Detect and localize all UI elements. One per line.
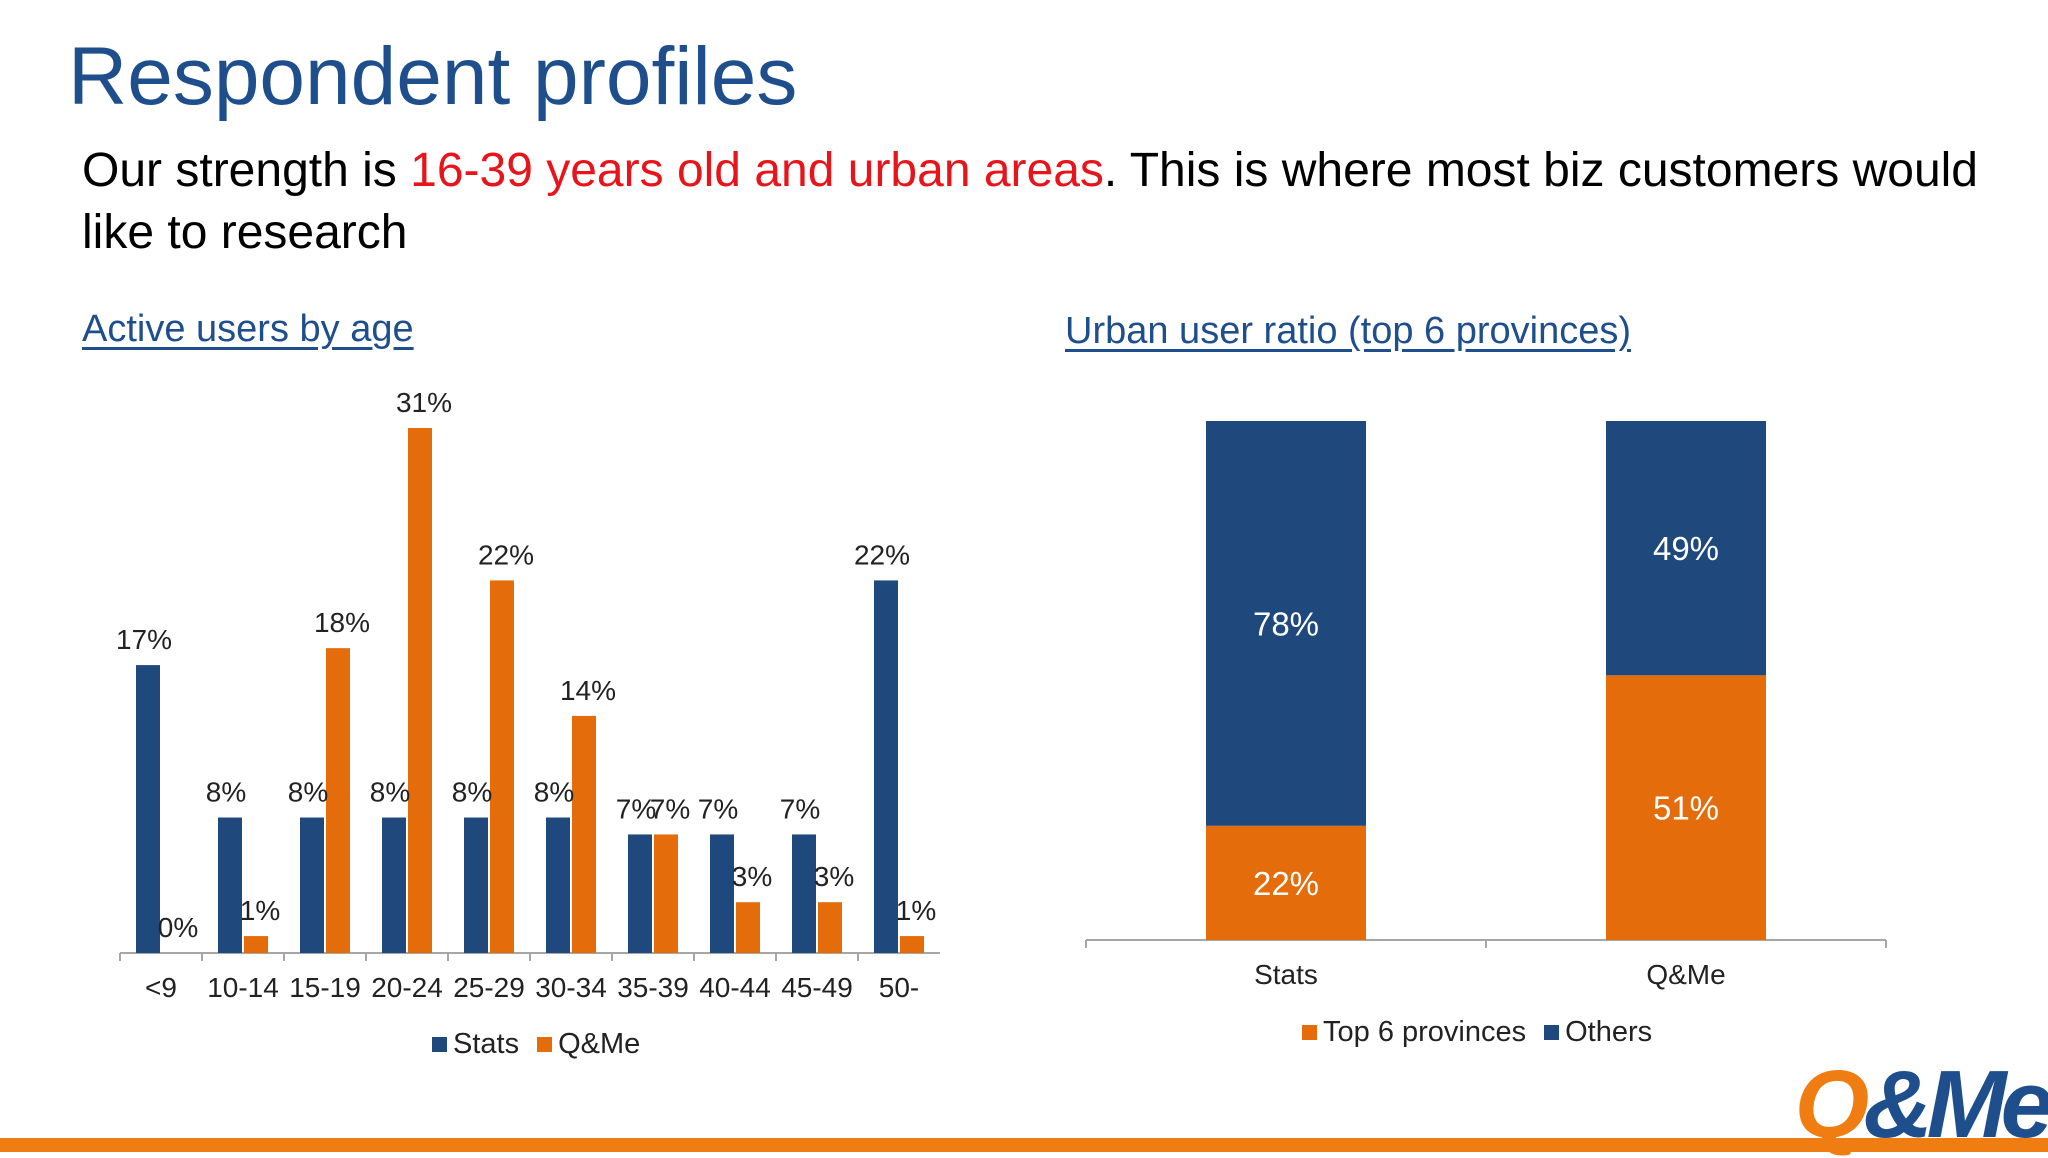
urban-chart-bar-others-label: 49% [1653,530,1719,567]
age-chart-bar-qme [490,580,514,953]
age-chart-category-label: 35-39 [617,972,689,1003]
age-chart-legend: Stats Q&Me [432,1028,640,1061]
age-chart-bar-qme [326,648,350,953]
subtitle-highlight: 16-39 years old and urban areas [410,144,1104,197]
subtitle-text-end: . This is where most biz customers would… [82,144,1978,259]
urban-chart-bar-top6-label: 22% [1253,865,1319,902]
age-chart-category-label: 25-29 [453,972,525,1003]
urban-chart-bar-others [1206,421,1366,826]
legend-swatch-qme [537,1037,553,1052]
urban-chart-title: Urban user ratio (top 6 provinces) [1065,310,1632,352]
legend-label-top6: Top 6 provinces [1323,1016,1527,1048]
legend-item-top6: Top 6 provinces [1302,1016,1526,1049]
age-chart-label-qme: 1% [240,895,280,926]
urban-chart-bar-top6-label: 51% [1653,790,1719,827]
urban-chart-bar-top6 [1206,825,1366,940]
age-chart-label-stats: 22% [854,539,910,570]
subtitle-text-start: Our strength is [82,144,411,197]
legend-swatch-stats [432,1037,447,1052]
age-chart-category-label: 45-49 [781,972,853,1003]
age-chart-category-label: 40-44 [699,972,771,1003]
legend-item-others: Others [1544,1016,1652,1049]
age-chart-bar-stats [464,817,488,953]
age-chart-bar-stats [300,817,324,953]
age-chart-label-qme: 22% [478,539,534,570]
legend-label-stats: Stats [453,1028,520,1060]
age-chart-label-qme: 18% [314,607,370,638]
age-chart-label-stats: 8% [534,777,574,808]
qme-logo: Q&Me [1795,1057,2048,1153]
slide-subtitle: Our strength is 16-39 years old and urba… [82,140,1982,264]
age-chart-category-label: 15-19 [289,972,361,1003]
age-chart-label-stats: 8% [452,777,492,808]
age-chart-category-label: 10-14 [207,972,279,1003]
age-chart-title: Active users by age [82,308,414,350]
age-chart-label-qme: 14% [560,675,616,706]
age-chart-label-qme: 7% [650,793,690,824]
age-chart-category-label: 20-24 [371,972,443,1003]
age-chart-bar-qme [818,902,842,953]
age-chart-label-qme: 1% [896,895,936,926]
legend-label-others: Others [1565,1016,1653,1048]
age-chart-category-label: <9 [145,972,177,1003]
legend-item-stats: Stats [432,1028,519,1061]
age-chart-label-stats: 8% [206,777,246,808]
age-chart-category-label: 30-34 [535,972,607,1003]
urban-chart-bar-top6 [1606,675,1766,940]
age-chart-label-qme: 0% [158,912,198,943]
logo-me: &Me [1863,1051,2048,1158]
age-chart-label-stats: 7% [616,793,656,824]
slide-title: Respondent profiles [68,31,798,122]
age-chart-bar-qme [244,936,268,953]
age-chart-bar-stats [710,834,734,953]
logo-q: Q [1794,1051,1870,1158]
age-chart-bar-stats [874,580,898,953]
age-chart-bar-qme [654,834,678,953]
age-chart-bar-stats [382,817,406,953]
urban-chart-category-label: Stats [1254,959,1318,990]
legend-label-qme: Q&Me [558,1028,641,1060]
age-chart-bar-qme [408,428,432,953]
age-chart-bar-stats [628,834,652,953]
urban-chart-category-label: Q&Me [1646,959,1725,990]
age-chart-label-qme: 3% [732,861,772,892]
age-chart-category-label: 50- [879,972,919,1003]
age-chart-label-stats: 8% [370,777,410,808]
age-chart-bar-qme [572,715,596,953]
age-chart-bar-stats [792,834,816,953]
age-chart-bar-qme [736,902,760,953]
age-chart-label-stats: 7% [780,793,820,824]
urban-chart-legend: Top 6 provinces Others [1302,1016,1652,1049]
age-chart-label-stats: 17% [116,624,172,655]
age-chart-label-qme: 31% [396,387,452,418]
age-chart-label-stats: 7% [698,793,738,824]
urban-chart-bar-others-label: 78% [1253,605,1319,642]
age-chart-bar-stats [546,817,570,953]
legend-item-qme: Q&Me [537,1028,640,1061]
legend-swatch-others [1544,1025,1560,1040]
age-chart-bar-qme [900,936,924,953]
age-chart-label-qme: 3% [814,861,854,892]
age-chart-bar-stats [218,817,242,953]
bottom-accent-bar [0,1138,2048,1152]
age-chart-label-stats: 8% [288,777,328,808]
urban-chart-bar-others [1606,421,1766,676]
legend-swatch-top6 [1302,1025,1317,1040]
age-chart-bar-stats [136,665,160,953]
